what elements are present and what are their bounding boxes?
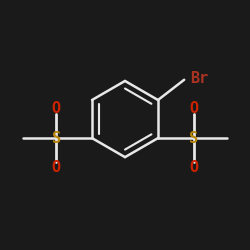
Text: O: O xyxy=(52,101,61,116)
Text: O: O xyxy=(189,101,198,116)
Text: Br: Br xyxy=(190,71,208,86)
Text: O: O xyxy=(189,160,198,175)
Text: O: O xyxy=(52,160,61,175)
Text: S: S xyxy=(189,130,198,146)
Text: S: S xyxy=(52,130,61,146)
